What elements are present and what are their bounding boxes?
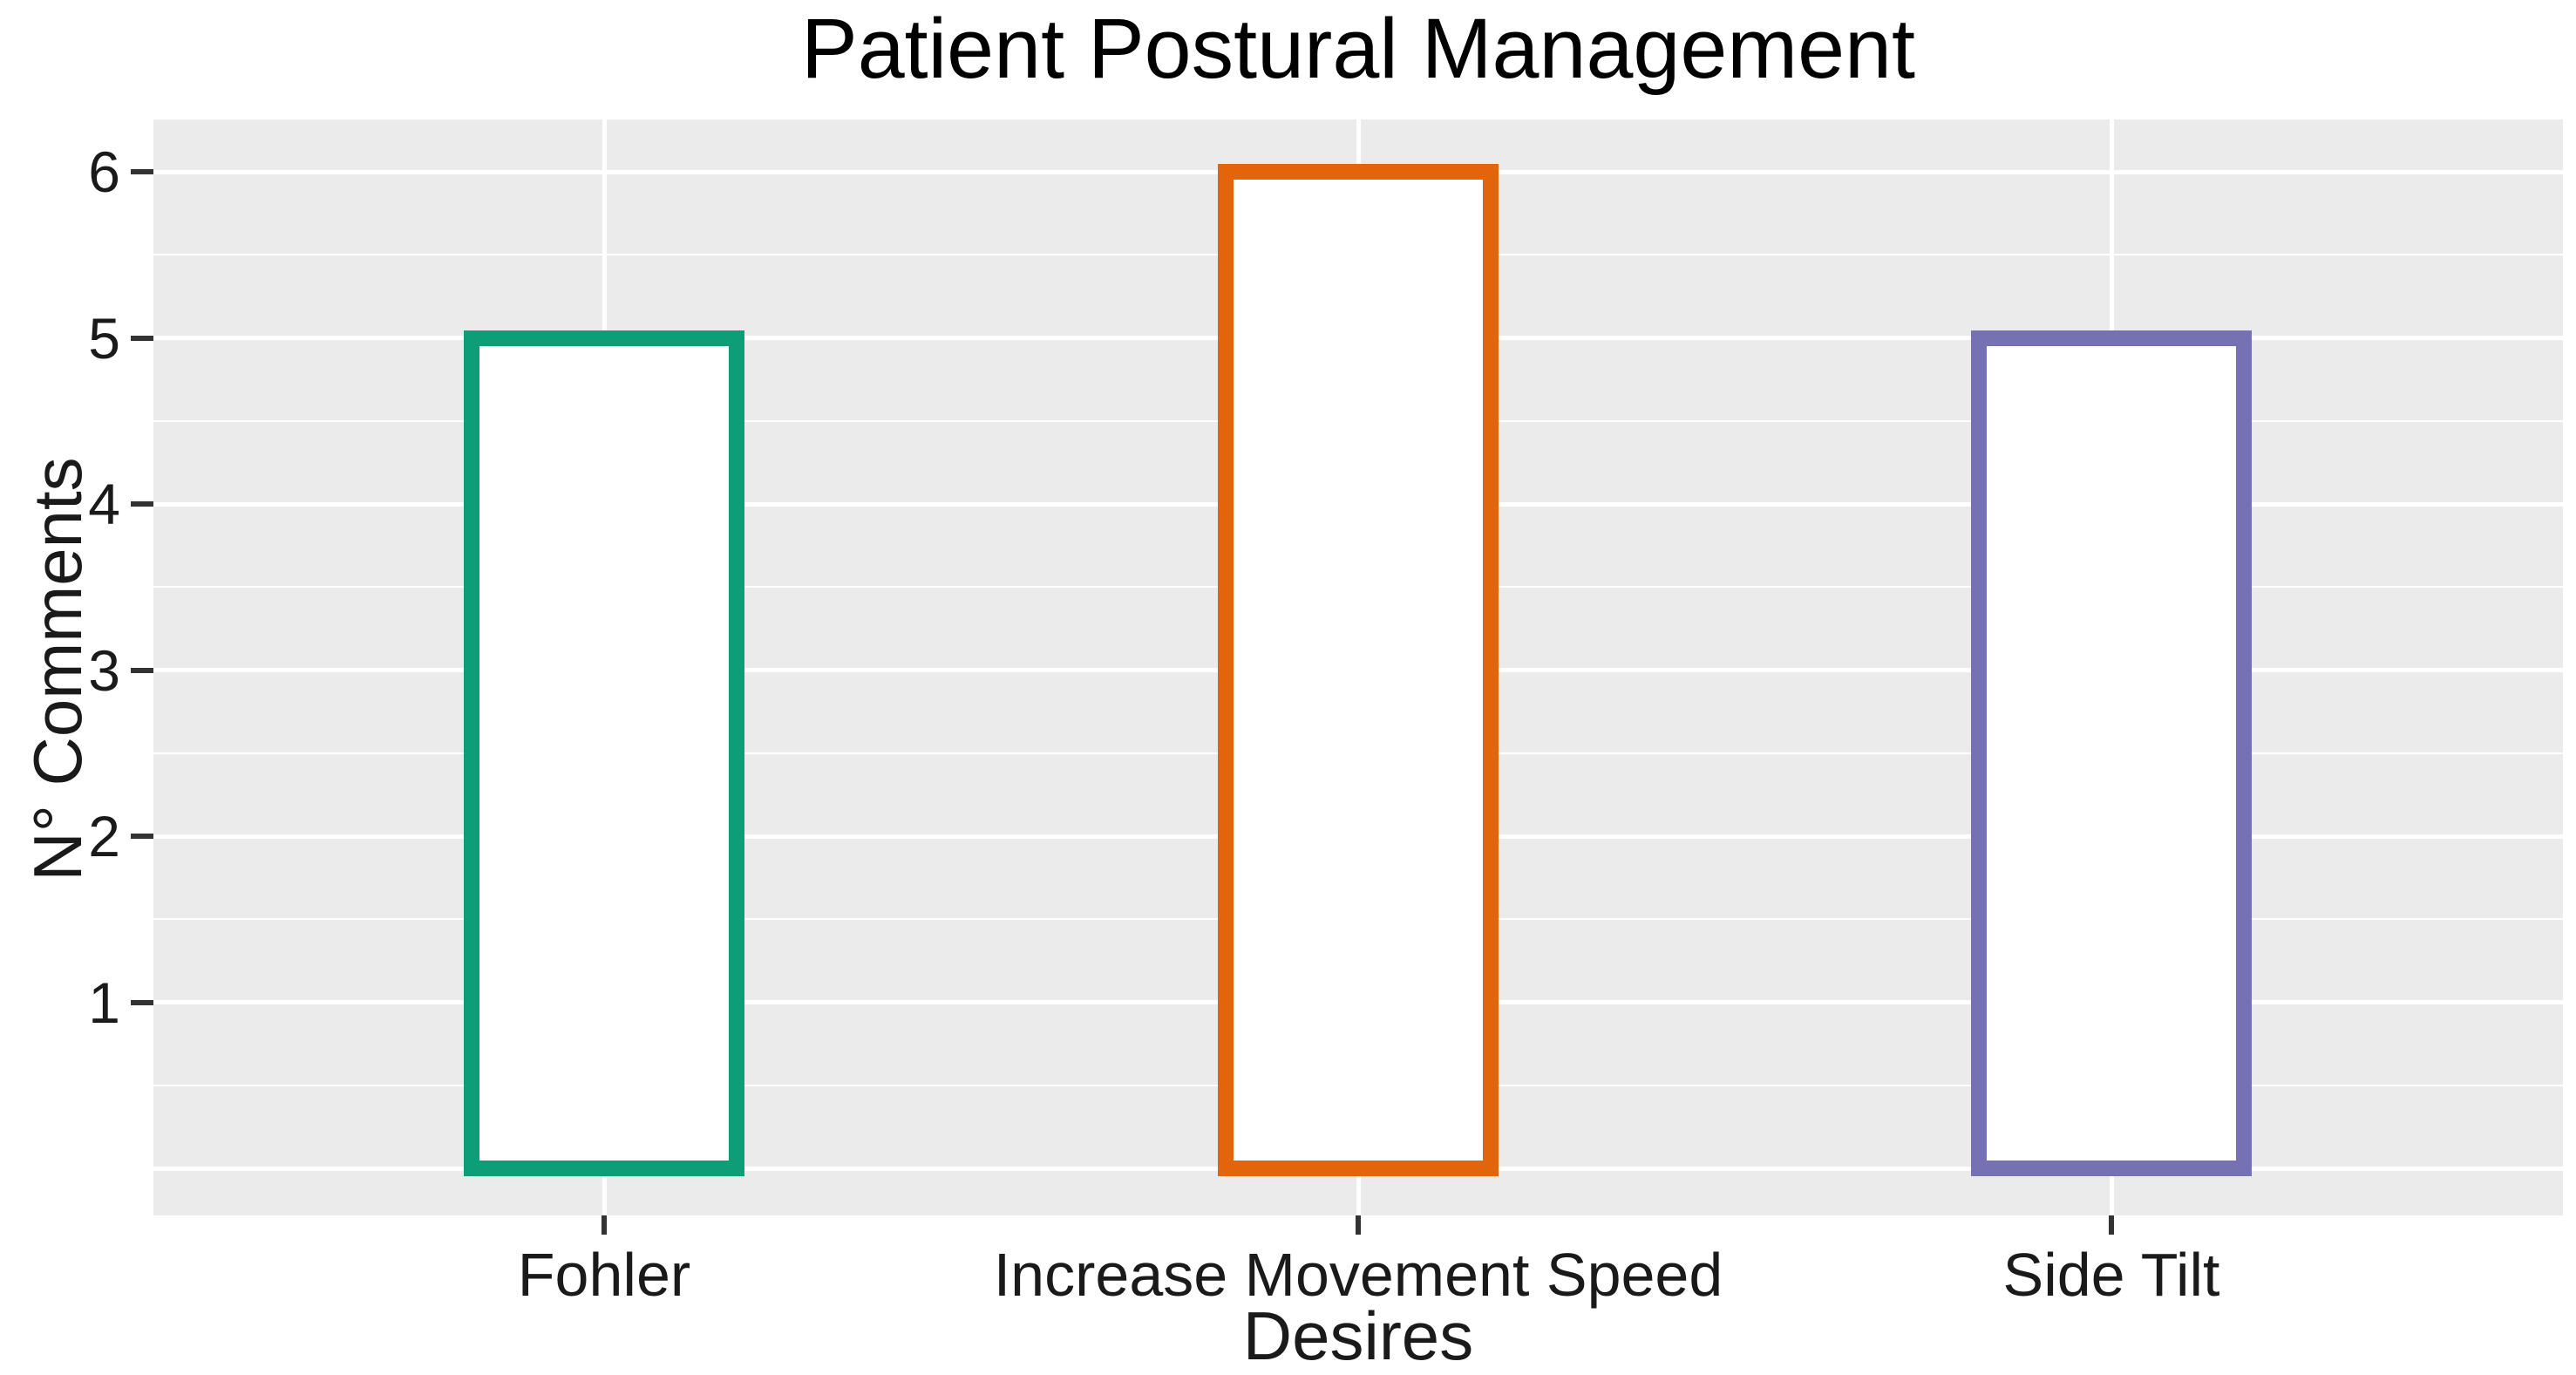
y-tick-label: 3	[88, 637, 120, 703]
y-tick-mark	[131, 834, 153, 839]
y-tick-mark	[131, 335, 153, 341]
y-tick-mark	[131, 501, 153, 507]
y-tick-label: 6	[88, 140, 120, 204]
bar-side-tilt	[1971, 330, 2252, 1176]
y-tick-mark	[131, 667, 153, 673]
plot-panel	[153, 119, 2563, 1215]
x-tick-mark	[602, 1215, 607, 1235]
y-tick-label: 2	[88, 804, 120, 868]
x-tick-label: Increase Movement Speed	[993, 1241, 1723, 1309]
x-tick-mark	[1356, 1215, 1361, 1235]
y-tick-label: 4	[88, 472, 120, 536]
x-tick-mark	[2109, 1215, 2114, 1235]
x-axis-title: Desires	[1242, 1297, 1474, 1374]
y-tick-label: 1	[88, 970, 120, 1035]
y-tick-label: 5	[88, 305, 120, 371]
bar-increase-movement-speed	[1218, 164, 1499, 1176]
x-tick-label: Side Tilt	[2002, 1241, 2220, 1309]
chart-title: Patient Postural Management	[801, 1, 1915, 96]
y-tick-mark	[131, 169, 153, 174]
bar-fohler	[464, 330, 744, 1176]
y-tick-mark	[131, 999, 153, 1005]
x-tick-label: Fohler	[517, 1241, 691, 1309]
